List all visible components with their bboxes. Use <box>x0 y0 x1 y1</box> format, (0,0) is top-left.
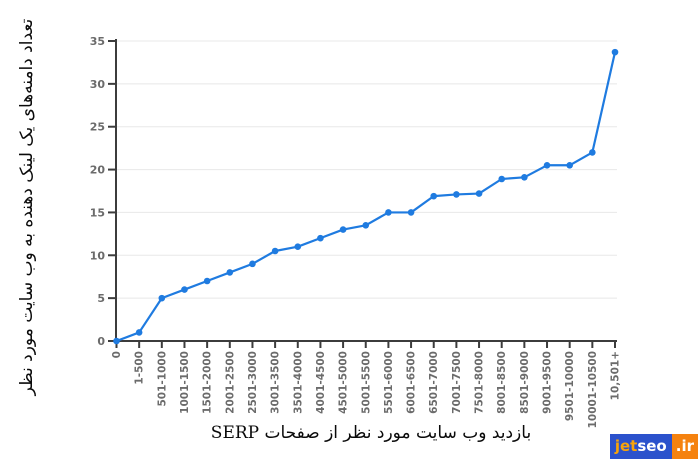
jetseo-logo-ir-badge: .ir <box>671 434 698 459</box>
x-tick-label: 4001-4500 <box>315 351 327 414</box>
data-point <box>113 337 120 345</box>
x-tick-label: 7001-7500 <box>451 351 463 414</box>
x-tick-label: 6001-6500 <box>406 351 418 414</box>
data-point <box>339 226 347 233</box>
y-tick-label: 0 <box>97 335 105 348</box>
data-point <box>453 191 460 198</box>
x-tick-label: 8001-8500 <box>496 351 508 414</box>
data-point <box>407 209 415 216</box>
data-point <box>543 161 551 169</box>
x-axis-title: بازدید وب سایت مورد نظر از صفحات SERP <box>210 423 532 443</box>
x-tick-label: 1001-1500 <box>179 351 191 414</box>
jetseo-logo-ir-text: .ir <box>675 437 694 455</box>
data-point <box>135 329 143 336</box>
data-point <box>611 48 619 56</box>
y-tick-label: 5 <box>97 292 105 305</box>
data-point <box>249 260 256 268</box>
x-tick-label: 2001-2500 <box>224 351 236 414</box>
data-point <box>158 294 166 302</box>
data-point <box>181 286 188 293</box>
x-tick-label: 10,501+ <box>610 351 622 400</box>
data-point <box>317 234 324 242</box>
jetseo-logo: jetseo .ir <box>609 434 698 459</box>
x-tick-label: 1501-2000 <box>202 351 214 414</box>
data-point <box>475 190 483 197</box>
x-tick-label: 8501-9000 <box>519 351 531 414</box>
x-tick-label: 7501-8000 <box>474 351 486 414</box>
x-tick-label: 3501-4000 <box>292 351 304 414</box>
data-point <box>271 247 279 255</box>
data-point <box>566 161 573 169</box>
data-point <box>521 173 528 181</box>
data-point <box>226 269 234 276</box>
x-tick-label: 9001-9500 <box>542 351 554 414</box>
data-point <box>430 192 438 200</box>
data-point <box>362 221 370 229</box>
data-point <box>589 149 596 156</box>
x-tick-label: 3001-3500 <box>270 351 282 414</box>
data-point <box>203 277 211 285</box>
x-tick-label: 2501-3000 <box>247 351 259 414</box>
y-axis-title: تعداد دامنه‌های یک لینک دهنده به وب سایت… <box>17 18 37 396</box>
y-tick-label: 35 <box>90 35 105 48</box>
x-tick-label: 4501-5000 <box>338 351 350 414</box>
jetseo-logo-seo-text: seo <box>637 437 667 455</box>
y-tick-label: 30 <box>90 78 106 91</box>
x-tick-label: 1-500 <box>134 351 146 385</box>
y-tick-label: 10 <box>90 249 106 262</box>
x-tick-label: 0 <box>111 351 123 358</box>
jetseo-logo-jet-text: jet <box>614 437 638 455</box>
y-tick-label: 20 <box>90 164 106 177</box>
y-tick-label: 15 <box>90 206 105 219</box>
data-point <box>385 209 392 216</box>
data-point <box>294 243 302 251</box>
x-tick-label: 5501-6000 <box>383 351 395 414</box>
data-point <box>498 175 506 183</box>
x-tick-label: 5001-5500 <box>360 351 372 414</box>
x-tick-label: 10001-10500 <box>587 351 599 428</box>
y-tick-label: 25 <box>90 121 105 134</box>
x-tick-label: 501-1000 <box>156 351 168 407</box>
jetseo-logo-left: jetseo <box>609 434 672 459</box>
x-tick-label: 6501-7000 <box>428 351 440 414</box>
x-tick-label: 9501-10000 <box>564 351 576 421</box>
